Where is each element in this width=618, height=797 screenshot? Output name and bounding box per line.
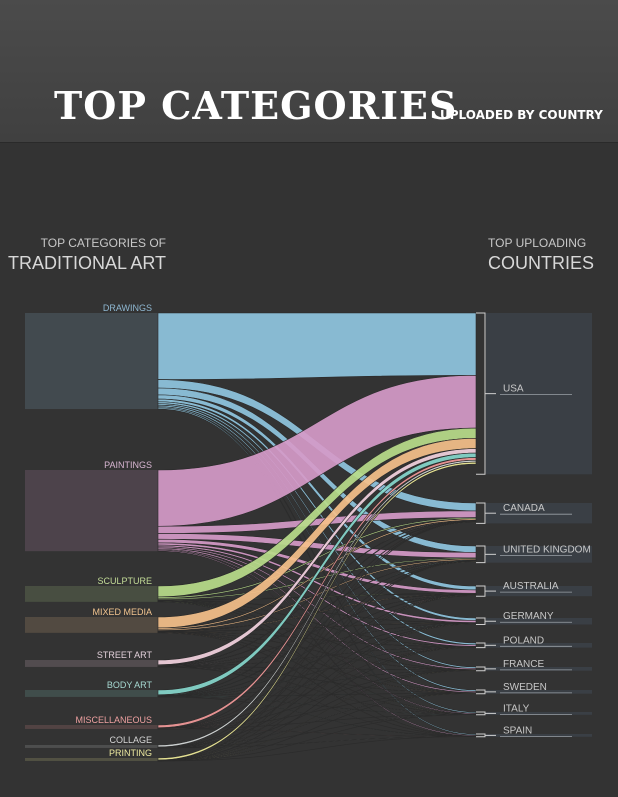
flow-link <box>157 561 477 761</box>
category-label: BODY ART <box>107 680 153 690</box>
country-band <box>486 690 592 694</box>
country-band <box>486 712 592 715</box>
country-bracket <box>476 502 486 524</box>
right-heading-small: TOP UPLOADING <box>488 236 587 250</box>
category-band <box>25 617 158 633</box>
country-label: GERMANY <box>503 611 554 622</box>
flow-link <box>157 595 477 761</box>
page-title: TOP CATEGORIES <box>54 83 458 128</box>
country-bracket <box>476 545 486 564</box>
country-label: AUSTRALIA <box>503 581 559 592</box>
flow-link <box>157 312 477 380</box>
flow-link <box>157 461 477 761</box>
country-band <box>486 503 592 524</box>
category-label: DRAWINGS <box>103 303 152 313</box>
country-label: ITALY <box>503 703 530 714</box>
category-label: COLLAGE <box>109 735 152 745</box>
category-label: PAINTINGS <box>104 460 152 470</box>
left-heading-small: TOP CATEGORIES OF <box>40 236 166 250</box>
category-band <box>25 660 158 667</box>
flow-links <box>157 312 477 762</box>
country-band <box>486 643 592 648</box>
country-label: SWEDEN <box>503 682 547 693</box>
category-band <box>25 745 158 748</box>
page-subtitle: UPLOADED BY COUNTRY <box>440 108 603 122</box>
right-heading-big: COUNTRIES <box>488 253 595 273</box>
country-label: USA <box>503 384 524 395</box>
country-bracket <box>476 585 486 597</box>
category-band <box>25 586 158 602</box>
country-band <box>486 546 592 563</box>
country-band <box>486 618 592 625</box>
country-label: POLAND <box>503 635 544 646</box>
category-label: STREET ART <box>97 650 153 660</box>
category-label: PRINTING <box>109 748 152 758</box>
category-label: MISCELLANEOUS <box>75 715 152 725</box>
category-label: MIXED MEDIA <box>92 607 152 617</box>
category-band <box>25 690 158 697</box>
country-labels: USA CANADA UNITED KINGDOM AUSTRALIA GERMANY P… <box>476 312 591 738</box>
category-band <box>25 313 158 410</box>
country-bracket <box>476 312 486 475</box>
country-label: UNITED KINGDOM <box>503 544 591 555</box>
category-label: SCULPTURE <box>97 576 152 586</box>
country-label: SPAIN <box>503 725 532 736</box>
country-bracket <box>476 666 486 672</box>
flow-link <box>157 670 477 730</box>
category-labels: DRAWINGS PAINTINGS SCULPTURE MIXED MEDIA STR… <box>75 303 152 758</box>
country-bracket <box>476 617 486 625</box>
category-band <box>25 758 158 761</box>
flow-link <box>157 693 477 762</box>
country-band <box>486 734 592 737</box>
country-band <box>486 667 592 671</box>
header-banner: TOP CATEGORIES UPLOADED BY COUNTRY <box>0 0 618 143</box>
country-bracket <box>476 711 486 716</box>
country-bracket <box>476 642 486 649</box>
country-band <box>486 313 592 475</box>
country-bracket <box>476 689 486 695</box>
background-bands <box>25 313 592 761</box>
left-heading-big: TRADITIONAL ART <box>7 253 166 273</box>
category-band <box>25 470 158 552</box>
flow-link <box>157 521 477 761</box>
country-label: CANADA <box>503 503 545 514</box>
country-label: FRANCE <box>503 659 544 670</box>
country-band <box>486 586 592 597</box>
category-band <box>25 725 158 729</box>
country-bracket <box>476 733 486 738</box>
